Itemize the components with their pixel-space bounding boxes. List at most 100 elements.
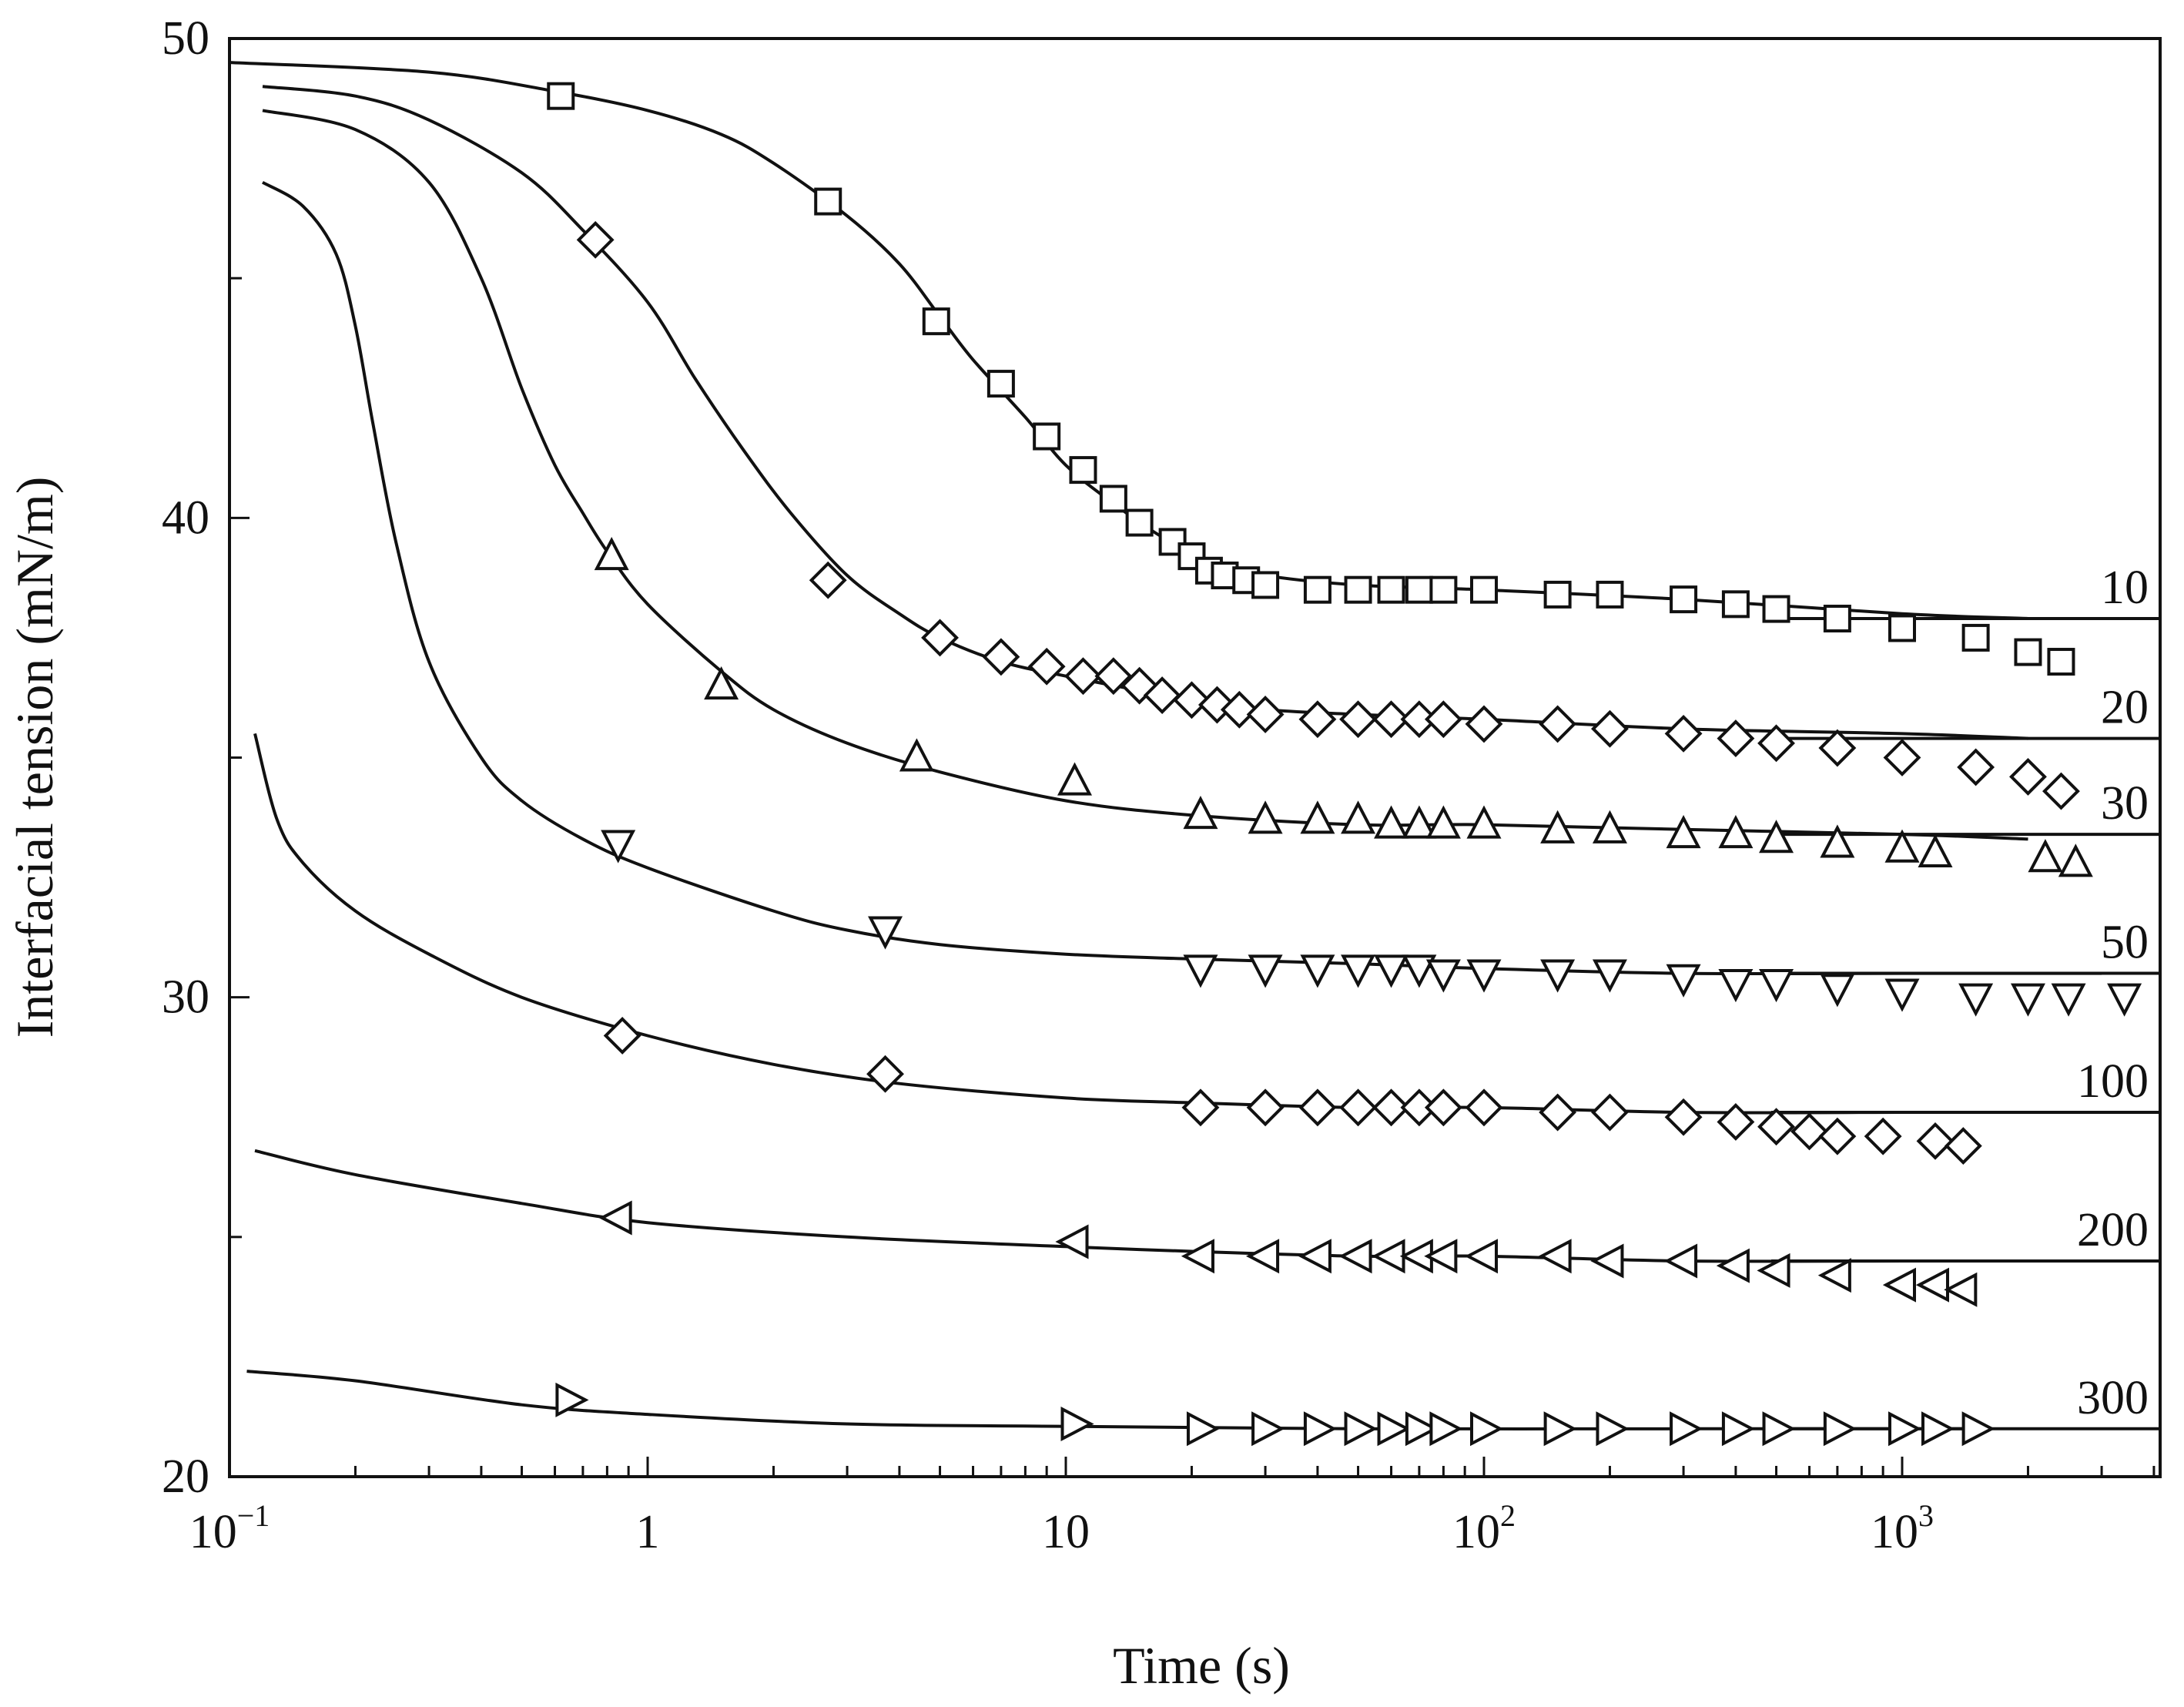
marker-triangle-right: [1186, 1411, 1221, 1447]
marker-triangle-down: [1718, 968, 1754, 1003]
marker-diamond: [921, 619, 959, 657]
series-labels: 10 20 30 50 100 200 300: [2077, 562, 2149, 1424]
marker-square: [1543, 580, 1572, 609]
y-tick-label: 30: [162, 971, 209, 1024]
marker-triangle-left: [1181, 1239, 1214, 1274]
marker-triangle-up: [1300, 800, 1335, 834]
marker-triangle-left: [1298, 1239, 1332, 1274]
fit-curve-200: [254, 1149, 1976, 1263]
marker-triangle-right: [1344, 1411, 1378, 1447]
marker-triangle-up: [899, 738, 934, 772]
marker-diamond: [866, 1055, 904, 1093]
series-label-300: 300: [2077, 1372, 2149, 1424]
marker-triangle-left: [598, 1200, 632, 1236]
marker-triangle-left: [1944, 1272, 1978, 1307]
marker-triangle-up: [1425, 805, 1461, 839]
marker-triangle-down: [1402, 954, 1437, 988]
marker-diamond: [1664, 714, 1703, 753]
x-tick-label: 1: [636, 1506, 660, 1558]
marker-diamond: [1916, 1122, 1955, 1160]
fit-curve-300: [246, 1370, 1976, 1431]
series-label-20: 20: [2101, 682, 2149, 734]
marker-triangle-down: [2010, 983, 2045, 1017]
marker-diamond: [1864, 1117, 1902, 1155]
series-label-10: 10: [2101, 562, 2149, 614]
marker-square: [1961, 623, 1990, 652]
marker-triangle-up: [1759, 820, 1794, 854]
x-axis-label: Time (s): [1113, 1636, 1290, 1695]
marker-square: [814, 187, 842, 216]
marker-diamond: [1591, 1093, 1629, 1132]
series-label-30: 30: [2101, 777, 2149, 830]
marker-diamond: [2042, 772, 2080, 810]
marker-triangle-left: [1538, 1239, 1572, 1274]
marker-triangle-down: [601, 830, 636, 864]
fit-curve-100: [253, 733, 1976, 1115]
marker-diamond: [1064, 657, 1102, 696]
marker-square: [1762, 595, 1790, 623]
marker-triangle-up: [1057, 762, 1093, 796]
marker-triangle-up: [1918, 833, 1953, 867]
marker-diamond: [1372, 700, 1410, 739]
marker-triangle-right: [1405, 1411, 1439, 1447]
marker-triangle-down: [1466, 959, 1502, 993]
marker-triangle-up: [1183, 796, 1218, 830]
marker-square: [547, 82, 575, 110]
marker-square: [1344, 575, 1372, 604]
x-tick-label: 10−1: [189, 1498, 270, 1558]
marker-triangle-down: [2107, 983, 2142, 1017]
marker-triangle-up: [1402, 805, 1437, 839]
marker-triangle-right: [1721, 1411, 1756, 1447]
series-label-200: 200: [2077, 1204, 2149, 1256]
marker-triangle-down: [1820, 974, 1855, 1008]
y-tick-label: 40: [162, 491, 209, 544]
marker-diamond: [576, 220, 615, 259]
marker-triangle-up: [1540, 810, 1576, 843]
marker-diamond: [1465, 705, 1503, 743]
marker-triangle-down: [1592, 959, 1627, 993]
marker-diamond: [1539, 1093, 1577, 1132]
marker-triangle-right: [1762, 1411, 1796, 1447]
marker-diamond: [1424, 700, 1462, 739]
marker-diamond: [1465, 1088, 1503, 1127]
marker-square: [1251, 571, 1280, 599]
marker-square: [1303, 575, 1332, 604]
marker-triangle-left: [1372, 1239, 1405, 1274]
marker-triangle-up: [1592, 810, 1627, 843]
marker-diamond: [982, 638, 1020, 676]
marker-diamond: [1957, 748, 1995, 786]
series-label-100: 100: [2077, 1055, 2149, 1108]
marker-diamond: [1298, 1088, 1337, 1127]
marker-diamond: [1181, 1088, 1220, 1127]
marker-triangle-left: [1245, 1239, 1280, 1274]
marker-triangle-right: [1888, 1411, 1922, 1447]
marker-diamond: [1883, 739, 1921, 776]
marker-diamond: [1246, 1088, 1285, 1127]
marker-triangle-left: [1882, 1267, 1916, 1303]
marker-triangle-left: [1716, 1248, 1750, 1283]
marker-triangle-left: [1338, 1239, 1372, 1274]
x-tick-label: 10: [1042, 1506, 1090, 1558]
marker-diamond: [1818, 729, 1857, 767]
marker-triangle-up: [1374, 805, 1409, 839]
marker-triangle-up: [1341, 800, 1376, 834]
marker-square: [2014, 638, 2042, 666]
marker-triangle-down: [2051, 983, 2086, 1017]
marker-square: [1069, 456, 1097, 485]
marker-diamond: [1664, 1098, 1703, 1136]
marker-triangle-down: [1183, 954, 1218, 988]
marker-diamond: [1424, 1088, 1462, 1127]
marker-triangle-right: [1251, 1411, 1285, 1447]
marker-triangle-left: [1055, 1224, 1089, 1259]
marker-triangle-left: [1817, 1258, 1851, 1293]
marker-triangle-left: [1424, 1239, 1458, 1274]
marker-square: [922, 307, 950, 336]
marker-diamond: [809, 561, 847, 599]
marker-triangle-right: [1543, 1411, 1577, 1447]
marker-square: [986, 370, 1015, 398]
marker-triangle-down: [1958, 983, 1994, 1017]
marker-triangle-right: [1377, 1411, 1411, 1447]
marker-triangle-down: [868, 916, 903, 950]
marker-triangle-down: [1425, 959, 1461, 993]
marker-square: [1033, 422, 1061, 451]
